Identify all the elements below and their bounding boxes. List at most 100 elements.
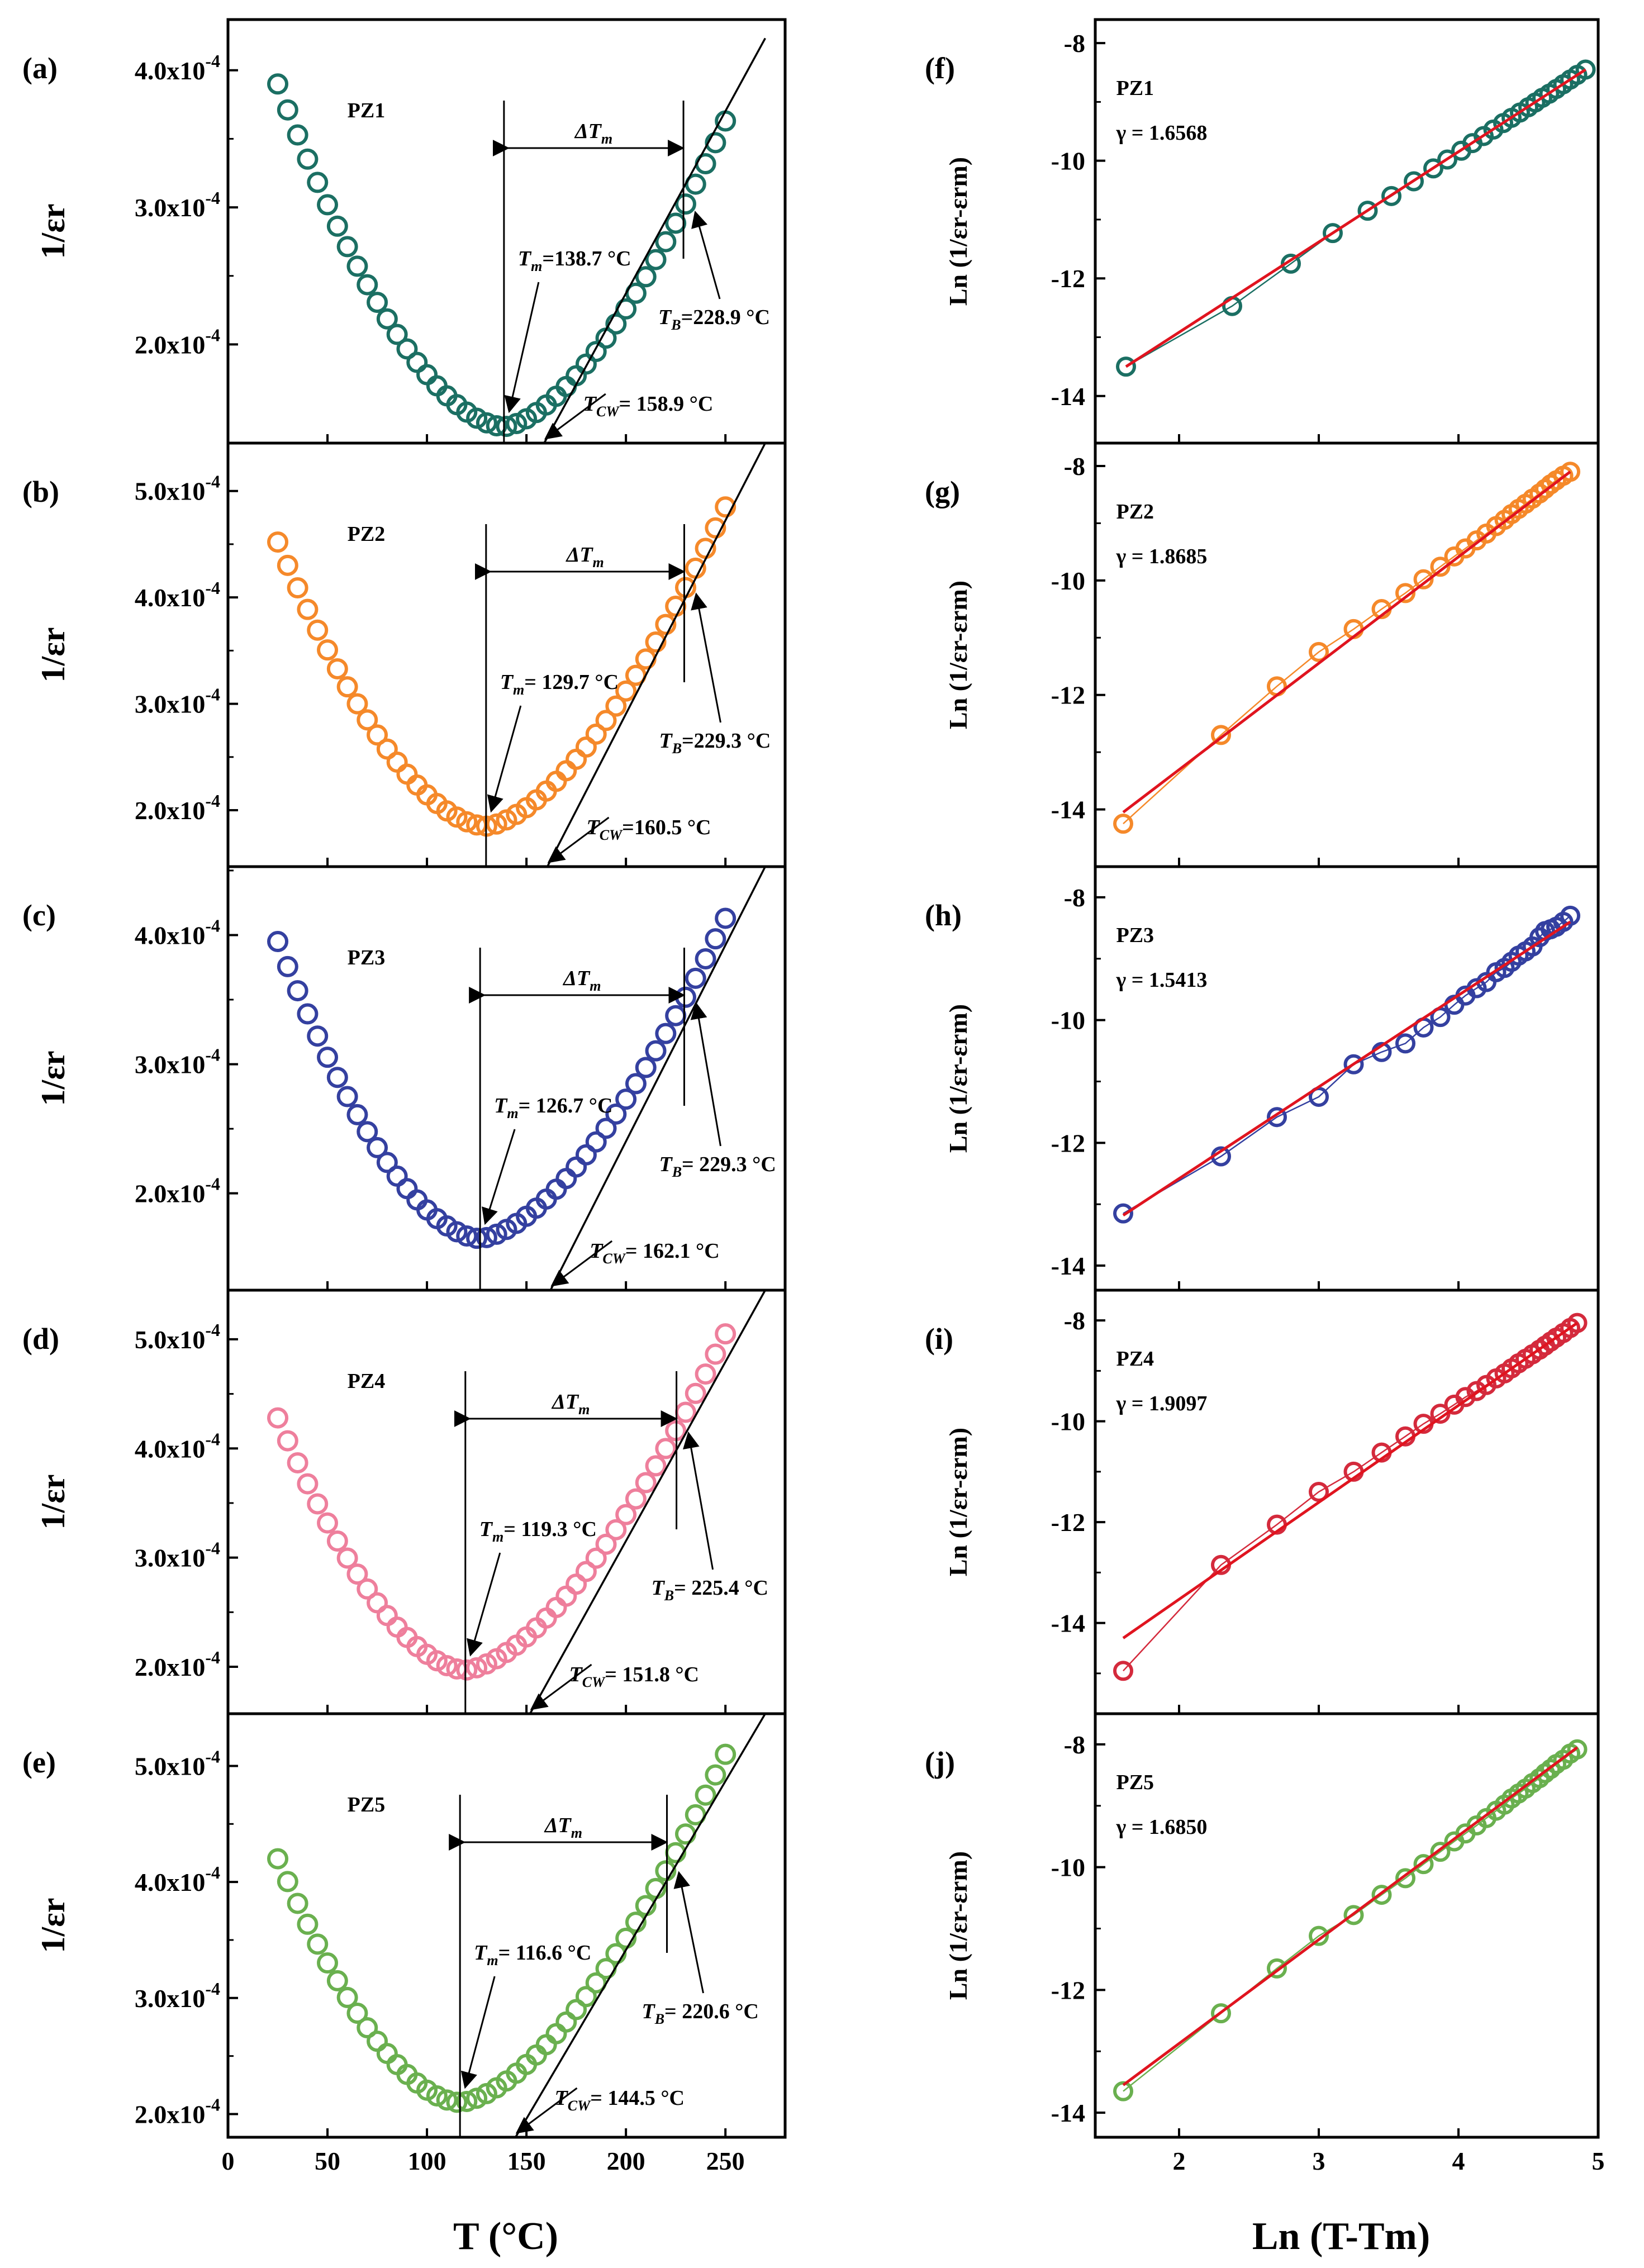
data-point	[466, 407, 488, 429]
annotation-label: TB=229.3 °C	[659, 729, 771, 757]
data-point	[287, 577, 308, 599]
data-point	[1541, 1758, 1561, 1779]
data-point	[585, 723, 607, 745]
data-point	[1267, 1107, 1287, 1128]
y-tick-label: 3.0x10-4	[135, 188, 220, 222]
x-tick-label: 3	[1313, 2147, 1325, 2175]
curie-weiss-fit-line	[515, 1713, 766, 2138]
data-point	[326, 1970, 348, 1991]
data-point	[655, 1438, 677, 1459]
annotation-label: TCW= 158.9 °C	[583, 392, 713, 420]
panel-label: (j)	[925, 1746, 955, 1779]
data-point	[1395, 1033, 1415, 1054]
tb-arrow	[683, 1431, 714, 1570]
annotation-label: TB= 225.4 °C	[652, 1576, 768, 1604]
data-point	[615, 680, 637, 702]
x-tick-label: 2	[1173, 2147, 1186, 2175]
data-point	[1371, 1885, 1392, 1905]
data-point	[376, 1152, 398, 1173]
panel-i: -8 -10 -12 -14 (i) PZ4 γ = 1.9097 Ln (1/εr-εrm)	[925, 1288, 1600, 1715]
data-point	[625, 1488, 647, 1510]
data-point	[1113, 1661, 1133, 1681]
plot-frame	[226, 18, 787, 445]
y-tick-label: 3.0x10-4	[135, 1045, 220, 1079]
y-tick-label: 2.0x10-4	[135, 2094, 220, 2128]
data-point	[555, 760, 577, 782]
gamma-label: γ = 1.9097	[1116, 1392, 1208, 1415]
data-point	[357, 1121, 378, 1143]
data-point	[1437, 149, 1457, 170]
linear-fit-line	[1122, 470, 1571, 814]
data-point	[1413, 569, 1434, 589]
data-point	[466, 1228, 488, 1249]
data-point	[635, 266, 657, 288]
left-column-panels: 2.0x10-4 3.0x10-4 4.0x10-4 (a) PZ1 1/εr ΔTm Tm=…	[22, 18, 787, 2175]
data-point	[566, 1999, 587, 2020]
data-point	[1211, 2003, 1231, 2024]
data-point	[267, 531, 289, 553]
data-point	[326, 1067, 348, 1088]
y-tick-label: -14	[1051, 1252, 1085, 1280]
sample-label: PZ1	[348, 99, 386, 122]
data-point	[297, 148, 319, 170]
data-point	[396, 338, 418, 360]
data-point	[466, 2088, 488, 2109]
tb-arrow	[690, 1002, 721, 1147]
sample-label: PZ1	[1116, 77, 1154, 100]
data-point	[336, 1986, 358, 2008]
data-point	[376, 2043, 398, 2065]
data-point	[655, 1023, 677, 1044]
data-point	[307, 1493, 329, 1515]
data-point	[605, 1943, 627, 1965]
data-point	[267, 931, 289, 953]
data-point	[486, 1223, 507, 1245]
data-point	[277, 1871, 298, 1893]
y-axis-label: Ln (1/εr-εrm)	[944, 157, 972, 306]
panel-e: 2.0x10-4 3.0x10-4 4.0x10-4 5.0x10-4 0 50 100 15…	[22, 1712, 787, 2175]
data-point	[1113, 814, 1133, 834]
data-point	[456, 1659, 478, 1681]
y-tick-label: 2.0x10-4	[135, 791, 220, 825]
data-point	[357, 274, 378, 296]
data-series	[267, 73, 737, 438]
data-point	[1423, 158, 1443, 179]
gamma-label: γ = 1.8685	[1116, 545, 1208, 568]
data-point	[1381, 186, 1401, 206]
y-tick-label: 4.0x10-4	[135, 1862, 220, 1896]
data-point	[645, 631, 667, 653]
sample-label: PZ3	[1116, 924, 1154, 947]
y-tick-label: -12	[1051, 681, 1085, 710]
data-point	[585, 1972, 607, 1994]
annotation-label: Tm= 129.7 °C	[500, 671, 619, 698]
data-point	[585, 1131, 607, 1153]
data-point	[287, 124, 308, 146]
y-tick-label: -8	[1064, 452, 1085, 481]
data-point	[605, 1519, 627, 1540]
data-point	[326, 215, 348, 237]
data-point	[307, 172, 329, 193]
data-point	[277, 955, 298, 977]
annotation-label: TB=228.9 °C	[658, 306, 770, 333]
data-series	[267, 1323, 737, 1681]
sample-label: PZ2	[348, 522, 386, 546]
data-point	[645, 1455, 667, 1477]
x-tick-label: 100	[408, 2147, 446, 2175]
gamma-label: γ = 1.6850	[1116, 1815, 1208, 1839]
data-point	[705, 517, 726, 539]
data-series	[267, 1743, 737, 2113]
data-point	[705, 1343, 726, 1365]
data-point	[307, 619, 329, 641]
data-series	[267, 496, 737, 837]
panel-d: 2.0x10-4 3.0x10-4 4.0x10-4 5.0x10-4 (d) PZ4 1/…	[22, 1288, 787, 1715]
data-point	[575, 1986, 597, 2008]
y-tick-label: -14	[1051, 382, 1085, 411]
data-point	[466, 1657, 488, 1679]
data-point	[416, 364, 438, 386]
data-point	[1309, 1481, 1329, 1502]
tcw-arrow	[547, 816, 610, 863]
data-point	[426, 1650, 448, 1672]
data-point	[545, 1596, 567, 1618]
x-tick-label: 50	[315, 2147, 340, 2175]
annotation-label: Tm= 119.3 °C	[479, 1518, 597, 1545]
data-series	[267, 907, 737, 1249]
